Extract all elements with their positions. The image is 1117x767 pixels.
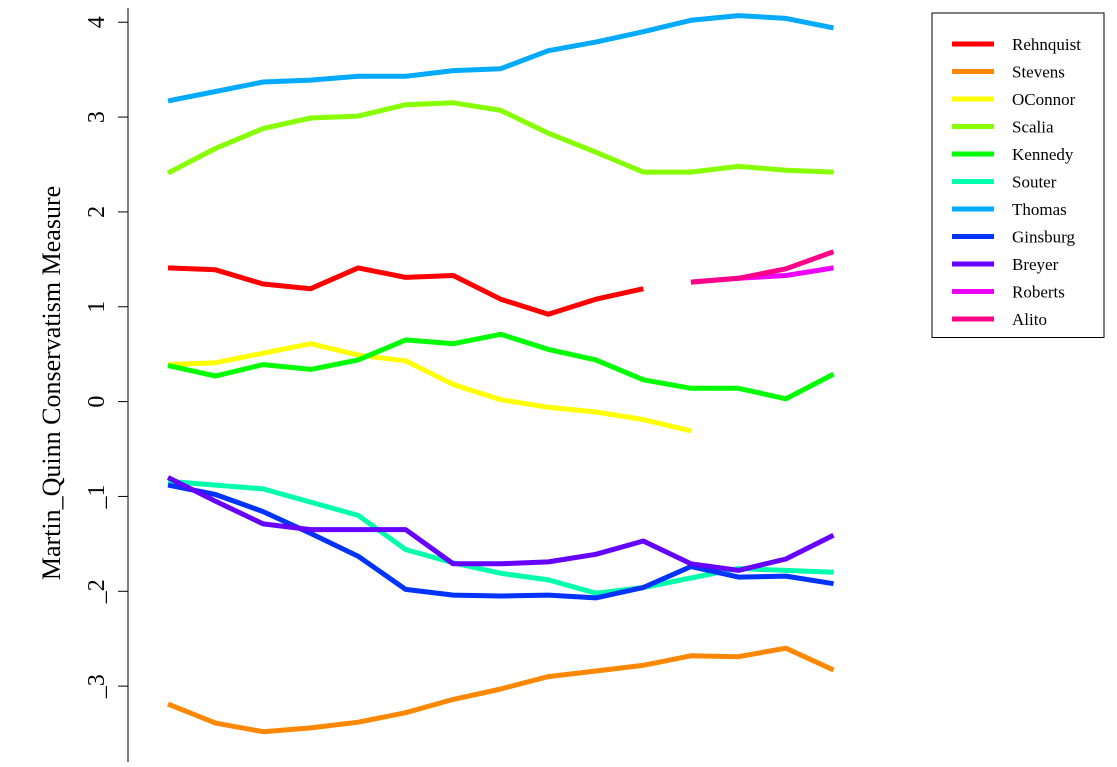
legend-entry-souter: Souter [952,173,1057,192]
series-line-rehnquist [167,265,644,317]
y-tick-label: 2 [84,206,110,218]
series-line-ginsburg [167,482,834,601]
y-tick-label: _1 [84,484,110,509]
legend-label: Breyer [1012,255,1059,274]
legend-label: Ginsburg [1012,228,1075,247]
series-line-stevens [167,645,835,735]
legend-entry-oconnor: OConnor [952,90,1076,109]
series-line-breyer [166,475,835,573]
legend-label: Scalia [1012,118,1054,137]
y-tick-label: _3 [84,674,110,699]
legend-label: Alito [1012,310,1047,329]
legend-entry-alito: Alito [952,310,1047,329]
legend-label: Rehnquist [1012,35,1081,54]
y-tick-label: 1 [84,301,110,313]
legend-label: Souter [1012,173,1057,192]
legend-entry-rehnquist: Rehnquist [952,35,1081,54]
legend-entry-roberts: Roberts [952,283,1065,302]
plot-area [166,13,835,735]
y-axis: 4 3 2 1 0 _1 _2 _3 [84,8,129,762]
legend-entry-kennedy: Kennedy [952,145,1074,164]
y-tick-label: 0 [84,396,110,408]
legend-label: Kennedy [1012,145,1074,164]
series-line-alito [690,249,835,285]
y-axis-title: Martin_Quinn Conservatism Measure [37,186,66,580]
series-line-thomas [167,13,834,104]
y-tick-label: 3 [84,111,110,123]
series-line-kennedy [167,331,835,402]
y-tick-label: _2 [84,579,110,604]
series-line-scalia [166,100,834,176]
series-line-oconnor [167,341,692,434]
legend-entry-scalia: Scalia [952,118,1054,137]
y-tick-label: 4 [84,16,110,28]
legend-box [931,12,1105,338]
legend-entry-stevens: Stevens [952,63,1065,82]
legend-label: Stevens [1012,63,1065,82]
legend-label: Thomas [1012,200,1067,219]
legend: Rehnquist Stevens OConnor Scalia Kennedy Sout… [931,12,1105,338]
legend-label: Roberts [1012,283,1065,302]
legend-entry-thomas: Thomas [952,200,1067,219]
legend-entry-ginsburg: Ginsburg [952,228,1075,247]
legend-entry-breyer: Breyer [952,255,1059,274]
legend-label: OConnor [1012,90,1076,109]
